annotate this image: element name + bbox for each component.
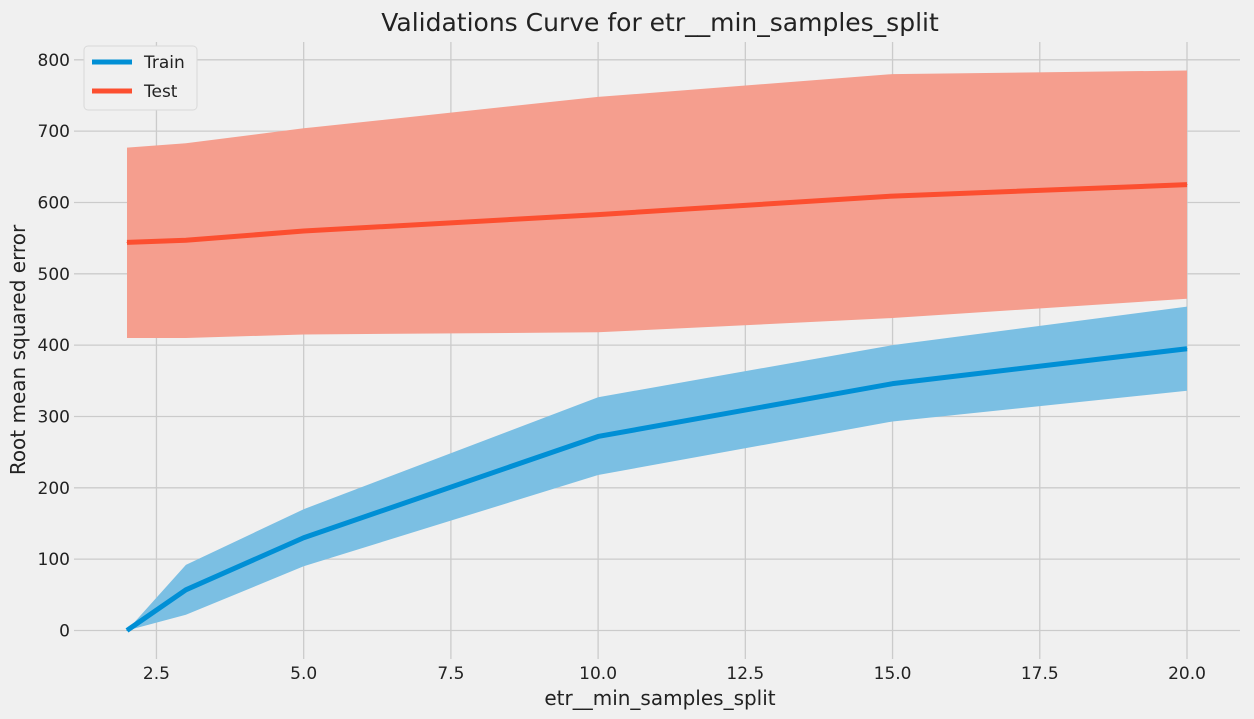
- y-axis-label: Root mean squared error: [6, 224, 30, 475]
- train-data-point: [185, 589, 187, 591]
- train-std-band: [127, 306, 1187, 631]
- x-tick-label: 5.0: [290, 664, 317, 684]
- y-axis-ticks: 0 100 200 300 400 500 600 700 800: [38, 51, 70, 642]
- test-data-point: [126, 241, 128, 243]
- test-legend-label: Test: [143, 82, 178, 102]
- x-tick-label: 2.5: [143, 664, 170, 684]
- x-tick-label: 17.5: [1021, 664, 1059, 684]
- legend: Train Test: [83, 45, 198, 111]
- y-tick-label: 300: [38, 407, 70, 427]
- train-series-line: [125, 346, 1188, 633]
- y-tick-label: 400: [38, 336, 70, 356]
- x-tick-label: 15.0: [874, 664, 912, 684]
- y-tick-label: 200: [38, 479, 70, 499]
- x-tick-label: 20.0: [1168, 664, 1206, 684]
- train-data-point: [597, 435, 599, 437]
- x-tick-label: 12.5: [726, 664, 764, 684]
- train-legend-label: Train: [143, 53, 185, 73]
- y-tick-label: 600: [38, 193, 70, 213]
- test-std-band: [127, 70, 1187, 339]
- test-data-point: [185, 239, 187, 241]
- test-data-point: [303, 230, 305, 232]
- series-lines: [125, 182, 1188, 633]
- x-axis-label: etr__min_samples_split: [544, 686, 775, 710]
- train-data-point: [126, 629, 128, 631]
- y-tick-label: 700: [38, 122, 70, 142]
- train-data-point: [1186, 348, 1188, 350]
- train-data-point: [303, 537, 305, 539]
- x-axis-ticks: 2.5 5.0 7.5 10.0 12.5 15.0 17.5 20.0: [143, 664, 1206, 684]
- y-tick-label: 100: [38, 550, 70, 570]
- x-tick-label: 7.5: [437, 664, 464, 684]
- test-data-point: [1186, 184, 1188, 186]
- test-data-point: [892, 195, 894, 197]
- confidence-bands: [127, 70, 1187, 631]
- y-tick-label: 500: [38, 265, 70, 285]
- test-data-point: [597, 214, 599, 216]
- y-tick-label: 800: [38, 51, 70, 71]
- chart-title: Validations Curve for etr__min_samples_s…: [381, 8, 939, 37]
- x-tick-label: 10.0: [579, 664, 617, 684]
- train-data-point: [892, 383, 894, 385]
- y-tick-label: 0: [59, 621, 70, 641]
- test-series-line: [126, 182, 1188, 245]
